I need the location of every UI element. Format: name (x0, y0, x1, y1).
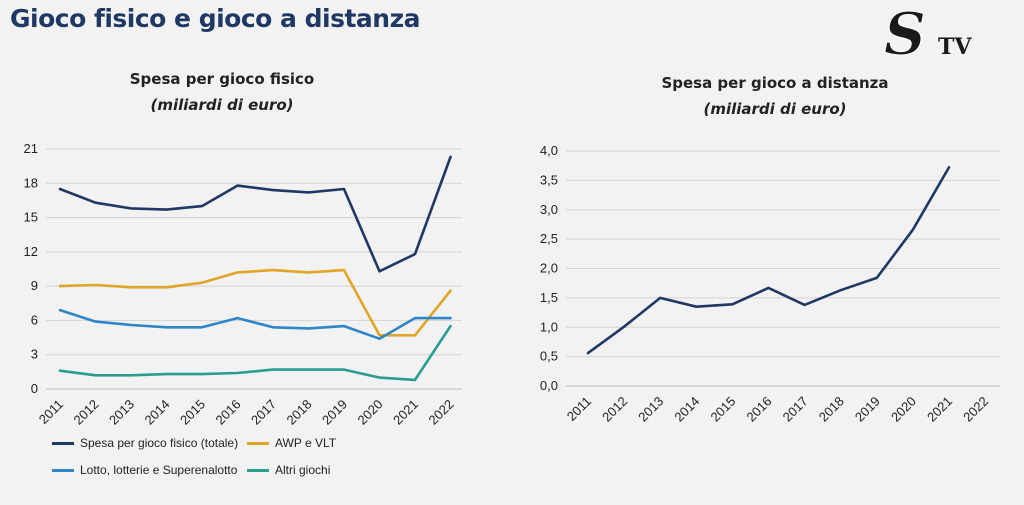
right-chart-xtick-label: 2014 (671, 394, 702, 425)
left-chart-series-line-0 (58, 155, 452, 273)
legend-item: Spesa per gioco fisico (totale) (52, 436, 238, 450)
right-chart-xtick-label: 2019 (852, 394, 883, 425)
right-chart-ytick-label: 1,5 (540, 290, 558, 305)
left-chart-title: Spesa per gioco fisico (130, 70, 315, 88)
left-chart-ytick-label: 9 (31, 278, 38, 293)
legend-item: AWP e VLT (247, 436, 336, 450)
left-chart-subtitle: (miliardi di euro) (150, 96, 293, 114)
left-chart-ytick-label: 0 (31, 381, 38, 396)
right-chart-ytick-label: 3,0 (540, 202, 558, 217)
right-chart-ytick-label: 3,5 (540, 172, 558, 187)
left-chart-series-line-2 (58, 308, 452, 340)
right-chart-xtick-label: 2020 (888, 394, 919, 425)
left-chart-ytick-label: 21 (24, 141, 38, 156)
legend-swatch (247, 468, 269, 472)
legend-label: AWP e VLT (275, 436, 337, 450)
right-chart-ytick-label: 0,5 (540, 349, 558, 364)
right-chart-ytick-label: 4,0 (540, 143, 558, 158)
left-chart-ytick-label: 15 (24, 210, 38, 225)
right-chart-xtick-label: 2018 (816, 394, 847, 425)
page-title: Gioco fisico e gioco a distanza (10, 4, 421, 33)
right-chart-xtick-label: 2015 (707, 394, 738, 425)
stv-logo: S TV (884, 2, 973, 64)
svg-text:TV: TV (938, 34, 972, 60)
right-chart-xtick-label: 2011 (564, 394, 594, 424)
legend-swatch (247, 441, 269, 445)
left-chart-series-line-3 (58, 324, 452, 382)
left-chart-ytick-label: 18 (24, 175, 38, 190)
right-chart-xtick-label: 2022 (960, 394, 991, 425)
left-chart-ytick-label: 6 (31, 312, 38, 327)
right-chart-title: Spesa per gioco a distanza (661, 74, 888, 92)
legend-item: Lotto, lotterie e Superenalotto (52, 463, 237, 477)
right-chart-ytick-label: 2,5 (540, 231, 558, 246)
right-chart-ytick-label: 1,0 (540, 319, 558, 334)
left-chart-ytick-label: 12 (24, 244, 38, 259)
right-chart-subtitle: (miliardi di euro) (703, 100, 846, 118)
legend-label: Altri giochi (275, 463, 331, 477)
right-chart-series-line-0 (586, 166, 951, 355)
right-chart-xtick-label: 2016 (744, 394, 775, 425)
legend-swatch (52, 468, 74, 472)
left-chart-ytick-label: 3 (31, 347, 38, 362)
right-chart-ytick-label: 0,0 (540, 378, 558, 393)
legend-label: Spesa per gioco fisico (totale) (80, 436, 239, 450)
right-chart-xtick-label: 2012 (599, 394, 630, 425)
legend-label: Lotto, lotterie e Superenalotto (80, 463, 238, 477)
svg-text:S: S (884, 2, 926, 64)
right-chart-ytick-label: 2,0 (540, 261, 558, 276)
right-chart-xtick-label: 2017 (780, 394, 811, 425)
legend-swatch (52, 441, 74, 445)
legend-item: Altri giochi (247, 463, 330, 477)
right-chart-xtick-label: 2021 (924, 394, 955, 425)
right-chart-xtick-label: 2013 (635, 394, 666, 425)
